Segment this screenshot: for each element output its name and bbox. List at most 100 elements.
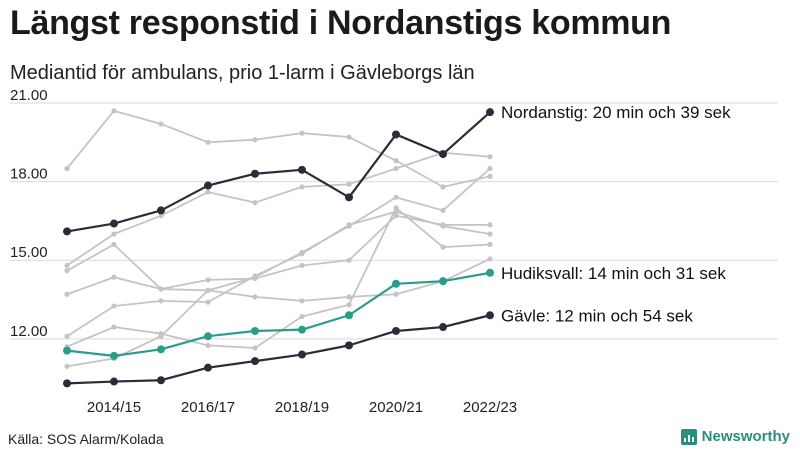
data-point: [299, 184, 305, 190]
data-point: [298, 325, 306, 334]
data-point: [393, 291, 399, 297]
data-point: [346, 134, 352, 140]
data-point: [440, 223, 446, 229]
data-point: [205, 277, 211, 283]
data-point: [111, 274, 117, 280]
x-tick-label: 2020/21: [369, 399, 423, 416]
data-point: [251, 326, 259, 335]
data-point: [486, 108, 494, 117]
data-point: [487, 241, 493, 248]
data-point: [487, 173, 493, 179]
data-point: [346, 257, 352, 263]
data-point: [487, 165, 493, 172]
data-point: [63, 346, 71, 355]
data-point: [345, 341, 353, 350]
data-point: [111, 108, 117, 114]
data-point: [393, 158, 399, 164]
data-point: [111, 241, 117, 248]
chart-title: Längst responstid i Nordanstigs kommun: [10, 4, 672, 42]
x-tick-label: 2022/23: [463, 399, 517, 416]
x-tick-label: 2018/19: [275, 399, 329, 416]
data-point: [393, 205, 399, 211]
data-point: [157, 345, 165, 354]
data-point: [393, 213, 399, 219]
data-point: [299, 298, 305, 304]
data-point: [64, 363, 70, 369]
data-point: [63, 379, 71, 388]
data-point: [158, 121, 164, 127]
source-note: Källa: SOS Alarm/Kolada: [8, 431, 164, 447]
data-point: [252, 273, 258, 279]
data-point: [63, 227, 71, 236]
data-point: [346, 222, 352, 228]
data-point: [64, 291, 70, 297]
brand-name: Newsworthy: [701, 428, 790, 445]
data-point: [487, 256, 493, 262]
data-point: [298, 165, 306, 174]
data-point: [346, 294, 352, 300]
data-point: [204, 181, 212, 190]
data-point: [205, 287, 211, 293]
x-tick-label: 2014/15: [87, 399, 141, 416]
data-point: [486, 311, 494, 320]
data-point: [298, 350, 306, 359]
data-point: [487, 154, 493, 160]
data-point: [486, 268, 494, 277]
x-tick-label: 2016/17: [181, 399, 235, 416]
data-point: [205, 189, 211, 195]
data-point: [205, 299, 211, 305]
series-line: [66, 210, 491, 337]
data-point: [252, 294, 258, 300]
data-point: [157, 206, 165, 215]
data-point: [204, 363, 212, 372]
data-point: [439, 323, 447, 332]
series-line: [66, 109, 491, 188]
data-point: [205, 342, 211, 348]
y-tick-label: 18.00: [10, 166, 48, 183]
data-point: [64, 333, 70, 339]
series-line: [66, 214, 490, 296]
y-tick-label: 15.00: [10, 244, 48, 261]
data-point: [204, 332, 212, 341]
data-point: [345, 311, 353, 320]
data-point: [393, 194, 399, 200]
series-label: Nordanstig: 20 min och 39 sek: [501, 103, 731, 122]
series-line: [66, 206, 491, 349]
data-point: [440, 244, 446, 250]
data-point: [252, 137, 258, 143]
series-line: [66, 271, 491, 357]
series-line: [66, 151, 491, 267]
data-point: [158, 298, 164, 304]
data-point: [392, 326, 400, 335]
data-point: [111, 231, 117, 237]
data-point: [158, 213, 164, 219]
bar-chart-logo-icon: [680, 428, 697, 445]
data-point: [299, 251, 305, 257]
data-point: [393, 165, 399, 172]
data-point: [299, 262, 305, 269]
data-point: [439, 150, 447, 159]
data-point: [205, 139, 211, 145]
data-point: [251, 169, 259, 178]
y-tick-label: 21.00: [10, 87, 48, 104]
data-point: [251, 357, 259, 366]
data-point: [157, 376, 165, 385]
data-point: [110, 219, 118, 228]
series-line: [66, 314, 491, 385]
data-point: [158, 333, 164, 339]
data-point: [110, 351, 118, 360]
data-point: [346, 302, 352, 308]
data-point: [392, 130, 400, 139]
brand-logo[interactable]: Newsworthy: [680, 428, 790, 445]
data-point: [440, 207, 446, 214]
data-point: [487, 231, 493, 237]
data-point: [299, 313, 305, 320]
data-point: [64, 165, 70, 172]
data-point: [346, 181, 352, 187]
data-point: [392, 279, 400, 288]
series-line: [66, 111, 491, 233]
data-point: [252, 345, 258, 351]
series-label: Hudiksvall: 14 min och 31 sek: [501, 264, 726, 283]
data-point: [440, 184, 446, 190]
